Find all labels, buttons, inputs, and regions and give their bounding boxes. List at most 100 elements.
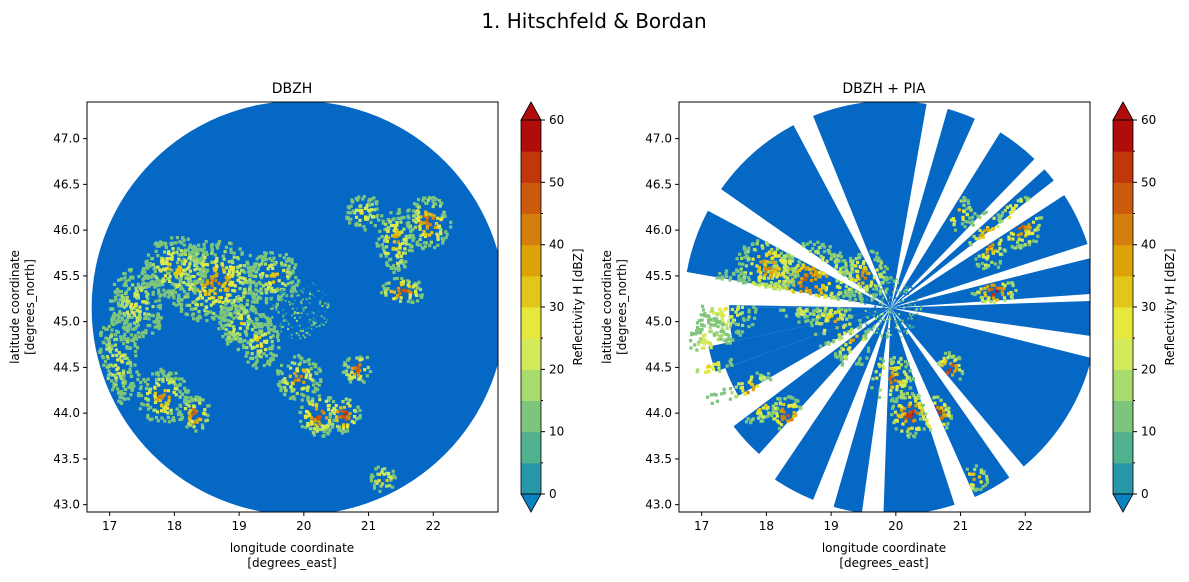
reflectivity-pixel [229,242,233,246]
reflectivity-pixel [164,245,168,250]
reflectivity-pixel [315,402,319,406]
reflectivity-pixel [996,286,1000,290]
reflectivity-pixel [775,419,779,423]
x-axis-label: longitude coordinate [822,541,946,555]
clutter-pixel [277,311,280,314]
clutter-pixel [295,319,298,322]
reflectivity-pixel [1016,240,1020,244]
reflectivity-pixel [744,264,749,268]
reflectivity-pixel [777,267,782,271]
reflectivity-pixel [386,252,390,256]
reflectivity-pixel [255,317,259,321]
reflectivity-pixel [749,419,753,423]
reflectivity-pixel [385,261,389,265]
reflectivity-pixel [142,403,146,407]
clutter-pixel [875,287,877,290]
reflectivity-pixel [861,281,865,285]
colorbar-extend-min [520,493,542,513]
reflectivity-pixel [215,243,219,247]
reflectivity-pixel [1035,217,1039,221]
reflectivity-pixel [844,309,848,313]
reflectivity-pixel [792,415,796,419]
reflectivity-pixel [828,245,832,249]
reflectivity-pixel [276,332,280,336]
reflectivity-pixel [221,284,225,288]
reflectivity-pixel [266,287,270,291]
clutter-pixel [880,318,883,321]
colorbar-bin [521,369,541,401]
reflectivity-pixel [239,264,243,268]
reflectivity-pixel [725,332,729,337]
reflectivity-pixel [430,231,434,235]
reflectivity-pixel [316,388,320,392]
reflectivity-pixel [317,383,321,387]
reflectivity-pixel [110,345,114,349]
reflectivity-pixel [177,253,181,257]
reflectivity-pixel [279,261,284,265]
reflectivity-pixel [949,416,953,420]
reflectivity-pixel [767,268,771,272]
clutter-pixel [316,314,319,317]
reflectivity-pixel [1000,219,1004,223]
reflectivity-pixel [1011,210,1015,214]
reflectivity-pixel [742,277,746,281]
reflectivity-pixel [892,421,896,425]
reflectivity-pixel [120,318,124,322]
reflectivity-pixel [197,310,201,314]
reflectivity-pixel [255,324,259,328]
reflectivity-pixel [134,337,138,341]
reflectivity-pixel [695,321,699,325]
clutter-pixel [881,299,884,302]
reflectivity-pixel [151,273,155,277]
reflectivity-pixel [263,262,268,266]
reflectivity-pixel [218,288,223,292]
reflectivity-pixel [376,472,380,476]
reflectivity-pixel [229,250,233,254]
reflectivity-pixel [416,299,420,303]
reflectivity-pixel [990,283,994,287]
reflectivity-pixel [377,218,381,222]
clutter-pixel [302,329,304,332]
reflectivity-pixel [245,346,249,350]
reflectivity-pixel [952,354,956,358]
clutter-pixel [291,326,294,328]
reflectivity-pixel [834,354,838,358]
reflectivity-pixel [236,335,240,340]
clutter-pixel [327,303,330,306]
reflectivity-pixel [261,255,265,259]
reflectivity-pixel [317,417,321,421]
reflectivity-pixel [187,404,191,408]
reflectivity-pixel [281,282,285,286]
reflectivity-pixel [254,292,258,297]
clutter-pixel [886,294,889,297]
reflectivity-pixel [837,270,841,274]
reflectivity-pixel [820,243,824,247]
reflectivity-pixel [202,243,206,247]
reflectivity-pixel [972,234,976,239]
clutter-pixel [905,328,908,330]
reflectivity-pixel [191,285,195,289]
reflectivity-pixel [119,354,123,358]
reflectivity-pixel [392,246,396,250]
reflectivity-pixel [425,215,429,219]
reflectivity-pixel [305,388,310,392]
reflectivity-pixel [742,247,747,251]
reflectivity-pixel [306,410,310,414]
x-axis-label-units: [degrees_east] [839,556,928,570]
reflectivity-pixel [348,398,352,402]
reflectivity-pixel [849,278,854,282]
reflectivity-pixel [323,425,327,429]
reflectivity-pixel [133,291,137,295]
reflectivity-pixel [408,293,412,297]
reflectivity-pixel [840,361,845,365]
reflectivity-pixel [397,251,401,255]
reflectivity-pixel [775,271,779,275]
reflectivity-pixel [264,290,268,294]
reflectivity-pixel [122,305,127,309]
reflectivity-pixel [268,281,272,285]
reflectivity-pixel [160,409,164,413]
reflectivity-pixel [728,322,732,326]
reflectivity-pixel [908,395,912,399]
reflectivity-pixel [347,206,351,210]
reflectivity-pixel [406,223,410,227]
